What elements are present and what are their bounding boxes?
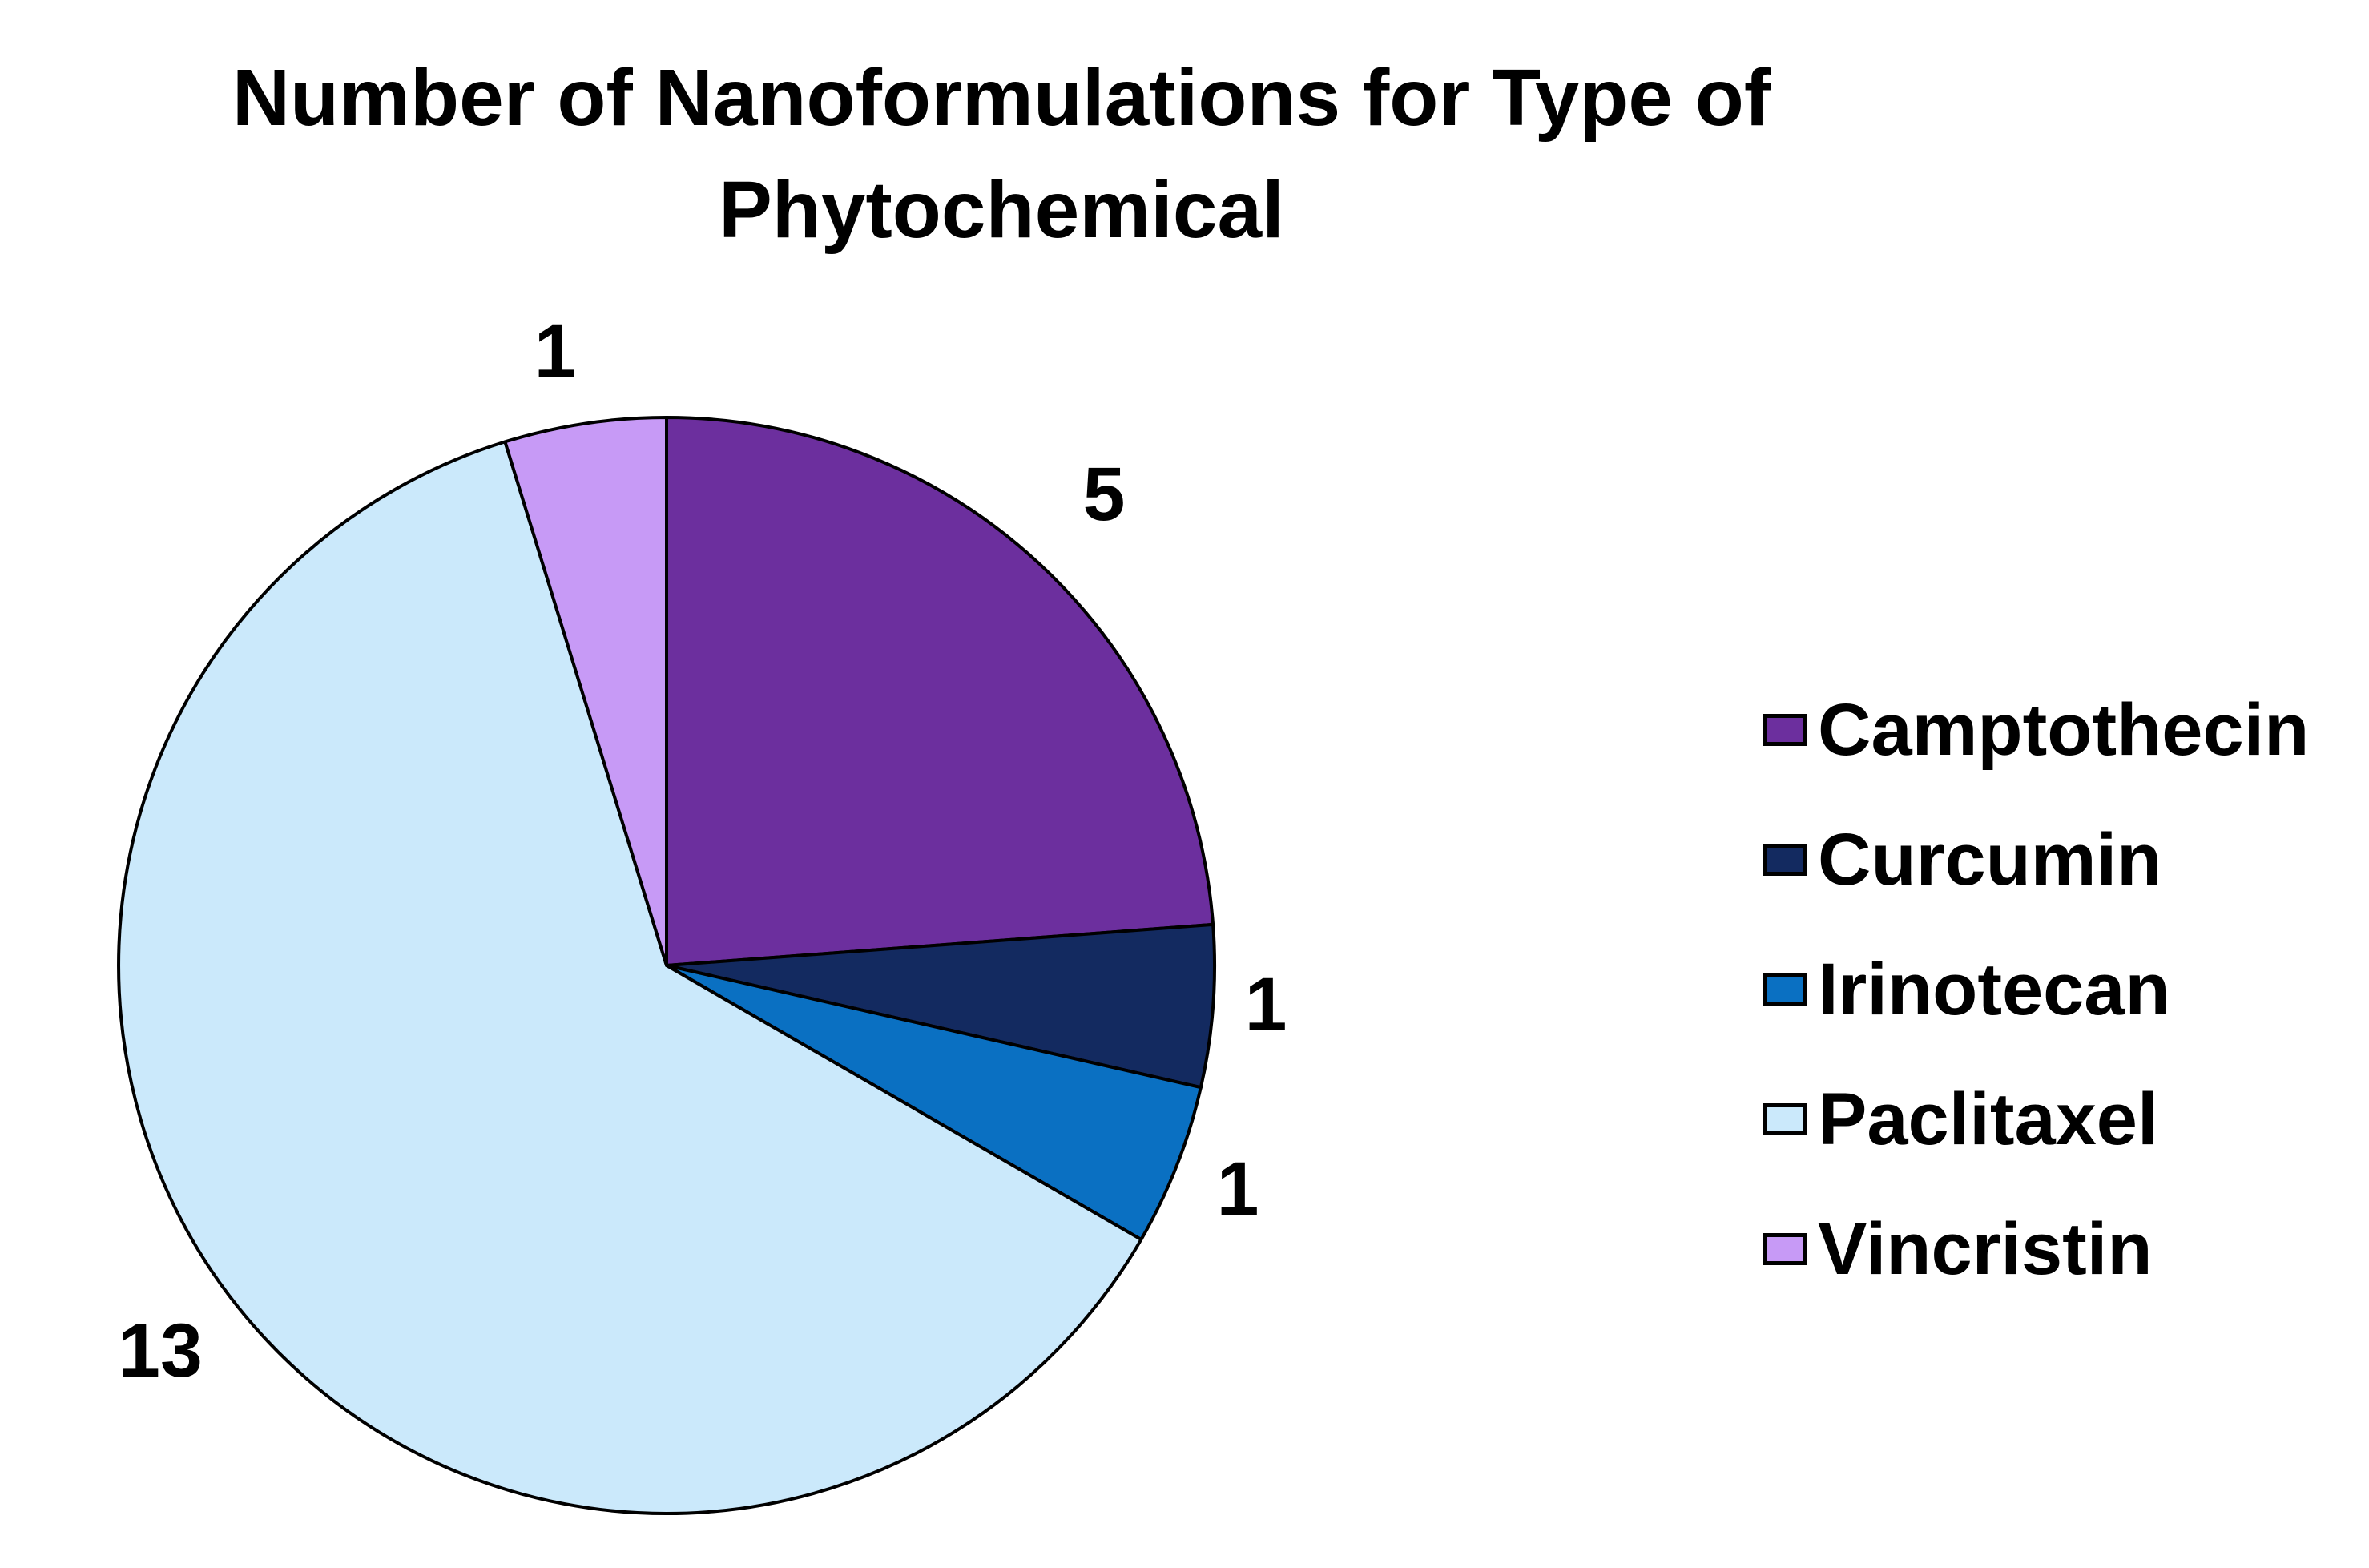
data-label-irinotecan: 1 <box>1217 1147 1259 1231</box>
pie-slice-camptothecin <box>665 416 1215 967</box>
pie-slice-curcumin <box>665 922 1216 1090</box>
legend-item-irinotecan: Irinotecan <box>1763 949 2309 1030</box>
chart-title: Number of Nanoformulations for Type of P… <box>0 42 2003 266</box>
data-label-curcumin: 1 <box>1245 962 1287 1047</box>
chart-title-line2: Phytochemical <box>719 165 1284 255</box>
legend-item-curcumin: Curcumin <box>1763 819 2309 901</box>
legend-swatch-paclitaxel-icon <box>1763 1103 1807 1135</box>
legend-label-irinotecan: Irinotecan <box>1818 948 2170 1030</box>
legend-swatch-camptothecin-icon <box>1763 714 1807 746</box>
chart-title-line1: Number of Nanoformulations for Type of <box>232 53 1771 143</box>
legend-swatch-vincristin-icon <box>1763 1233 1807 1265</box>
data-label-paclitaxel: 13 <box>118 1308 203 1393</box>
legend-label-camptothecin: Camptothecin <box>1818 688 2310 771</box>
legend: Camptothecin Curcumin Irinotecan Paclita… <box>1763 689 2309 1341</box>
legend-label-paclitaxel: Paclitaxel <box>1818 1078 2158 1160</box>
data-label-vincristin: 1 <box>534 309 577 394</box>
legend-swatch-irinotecan-icon <box>1763 973 1807 1006</box>
legend-swatch-curcumin-icon <box>1763 844 1807 876</box>
legend-label-curcumin: Curcumin <box>1818 818 2162 901</box>
legend-item-vincristin: Vincristin <box>1763 1208 2309 1290</box>
legend-label-vincristin: Vincristin <box>1818 1207 2153 1290</box>
pie-slice-vincristin <box>503 416 668 967</box>
pie-slice-paclitaxel <box>117 440 1143 1515</box>
legend-item-paclitaxel: Paclitaxel <box>1763 1078 2309 1160</box>
data-label-camptothecin: 5 <box>1083 452 1126 537</box>
legend-item-camptothecin: Camptothecin <box>1763 689 2309 771</box>
pie-slice-irinotecan <box>665 964 1203 1241</box>
